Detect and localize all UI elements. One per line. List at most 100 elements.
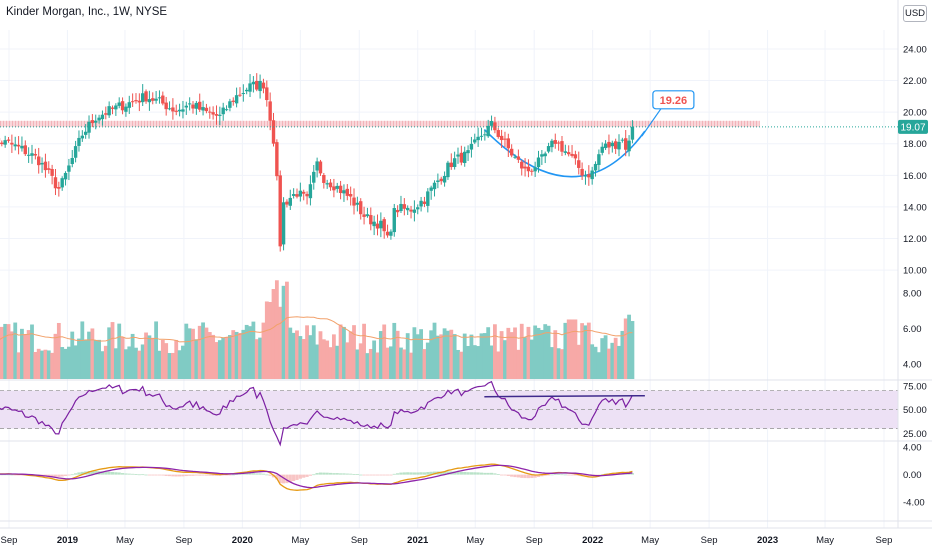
macd-histogram-bar xyxy=(104,471,108,475)
time-tick-label: Sep xyxy=(876,535,893,546)
macd-histogram-bar xyxy=(328,472,333,475)
volume-ma-line xyxy=(0,316,633,343)
candle-body xyxy=(198,101,202,110)
macd-histogram-bar xyxy=(389,474,393,476)
volume-bar xyxy=(50,352,55,379)
volume-bar xyxy=(147,335,152,379)
volume-bar xyxy=(446,330,450,379)
macd-histogram-bar xyxy=(446,471,450,475)
macd-histogram-bar xyxy=(117,472,121,475)
candle-body xyxy=(446,162,450,178)
macd-histogram-bar xyxy=(245,473,249,475)
volume-bar xyxy=(60,347,65,379)
candle-body xyxy=(523,166,527,169)
candle-body xyxy=(305,193,309,197)
macd-histogram-bar xyxy=(100,471,105,475)
candle-body xyxy=(369,215,373,225)
volume-bar xyxy=(66,346,71,379)
macd-histogram-bar xyxy=(382,474,386,476)
candle-body xyxy=(144,91,148,102)
volume-bar xyxy=(36,348,41,379)
volume-bar xyxy=(362,323,366,379)
time-tick-label: May xyxy=(291,535,309,546)
volume-bar xyxy=(452,334,457,379)
macd-histogram-bar xyxy=(94,471,98,475)
candle-body xyxy=(238,94,242,96)
candle-body xyxy=(214,114,219,116)
volume-bar xyxy=(315,344,320,379)
macd-histogram-bar xyxy=(523,474,527,479)
macd-histogram-bar xyxy=(456,471,460,475)
macd-histogram-bar xyxy=(510,474,514,477)
candle-body xyxy=(154,98,158,101)
candle-body xyxy=(94,120,98,123)
volume-bar xyxy=(150,337,155,379)
candle-body xyxy=(87,121,91,133)
time-tick-label: Sep xyxy=(701,535,718,546)
candle-body xyxy=(164,102,168,110)
macd-histogram-bar xyxy=(268,474,272,476)
volume-bar xyxy=(9,331,14,379)
volume-bar xyxy=(533,325,538,379)
currency-button[interactable]: USD xyxy=(903,5,927,22)
volume-bar xyxy=(194,339,199,379)
volume-bar xyxy=(482,333,487,379)
volume-bar xyxy=(358,343,363,379)
volume-bar xyxy=(389,346,393,379)
candle-body xyxy=(436,180,440,183)
candle-body xyxy=(355,202,360,205)
volume-bar xyxy=(409,352,413,379)
candle-body xyxy=(610,142,614,147)
macd-histogram-bar xyxy=(496,474,500,475)
macd-histogram-bar xyxy=(627,473,631,475)
target-leader-line xyxy=(641,108,662,137)
macd-histogram-bar xyxy=(557,474,561,475)
macd-histogram-bar xyxy=(520,474,524,478)
candle-body xyxy=(67,165,71,172)
macd-histogram-bar xyxy=(87,471,91,475)
volume-bar xyxy=(325,340,330,379)
candle-body xyxy=(577,160,581,168)
volume-bar xyxy=(117,323,122,379)
volume-bar xyxy=(124,349,128,379)
candle-body xyxy=(416,207,420,210)
volume-bar xyxy=(566,319,571,379)
candle-body xyxy=(70,158,74,165)
macd-histogram-bar xyxy=(362,474,366,476)
volume-bar xyxy=(261,322,266,379)
candle-body xyxy=(40,162,44,165)
candle-body xyxy=(10,142,14,145)
candle-body xyxy=(493,122,497,131)
price-tick-label: 16.00 xyxy=(903,171,927,182)
volume-bar xyxy=(77,338,81,379)
candle-body xyxy=(379,220,383,229)
volume-bar xyxy=(204,327,209,379)
volume-bar xyxy=(248,326,252,379)
rsi-trendline xyxy=(484,395,645,398)
volume-bar xyxy=(33,351,38,379)
macd-histogram-bar xyxy=(379,474,383,476)
candle-body xyxy=(556,142,561,144)
volume-bar xyxy=(342,326,346,379)
volume-bar xyxy=(274,280,279,379)
target-label: 19.26 xyxy=(660,95,688,107)
volume-bar xyxy=(583,325,588,379)
volume-bar xyxy=(523,337,527,379)
price-candles xyxy=(0,73,635,252)
macd-signal-line xyxy=(0,464,633,489)
macd-histogram-bar xyxy=(486,472,490,475)
candle-body xyxy=(124,106,128,112)
macd-histogram-bar xyxy=(70,474,74,476)
volume-bar xyxy=(311,325,316,379)
macd-histogram-bar xyxy=(295,474,299,480)
volume-bar xyxy=(63,348,68,379)
time-tick-label: Sep xyxy=(175,535,192,546)
volume-bar xyxy=(13,322,18,379)
volume-bar xyxy=(546,325,551,379)
chart-title: Kinder Morgan, Inc., 1W, NYSE xyxy=(6,6,168,18)
macd-histogram-bar xyxy=(292,474,296,482)
volume-bar xyxy=(268,301,273,379)
candle-body xyxy=(473,139,477,143)
candle-body xyxy=(308,184,313,199)
